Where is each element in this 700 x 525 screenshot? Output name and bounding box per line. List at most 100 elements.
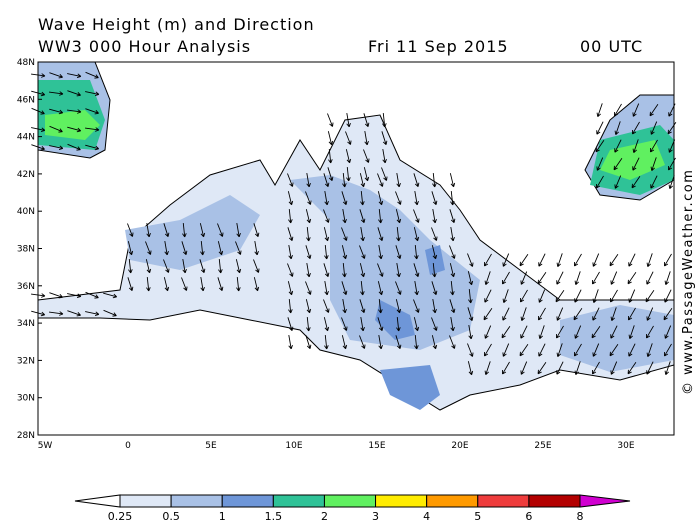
colorbar-label: 0.5 [162,510,180,523]
arrow [359,299,366,314]
colorbar-segment [323,494,377,508]
arrow [632,121,640,135]
arrow [646,361,654,375]
arrow [432,299,437,314]
arrow [236,276,241,292]
arrow [538,289,546,303]
arrow [484,289,492,303]
arrow [484,343,492,357]
arrow [556,271,564,285]
arrow [396,173,401,188]
arrow [378,335,383,350]
arrow [378,298,383,314]
arrow [360,227,365,242]
arrow [254,241,259,256]
arrow [592,271,600,285]
arrow [346,166,351,182]
arrow [650,121,658,135]
colorbar-label: 8 [577,510,584,523]
arrow [664,271,671,285]
sea-peak [425,245,445,275]
arrow [667,121,677,135]
arrow [235,259,242,274]
arrow [538,343,546,357]
arrow [395,191,402,205]
lat-label: 48N [17,58,35,68]
arrow [163,277,170,292]
arrow [609,343,619,357]
arrow [67,109,82,114]
arrow [646,253,653,267]
arrow [538,253,546,267]
arrow [200,240,205,256]
arrow [85,291,99,299]
colorbar-segment [272,494,325,508]
arrow [628,343,636,357]
lat-label: 46N [17,95,35,105]
arrow [341,317,348,331]
arrow [628,289,636,303]
arrow [323,227,330,242]
arrow [199,223,206,238]
arrow [556,307,564,321]
colorbar-label: 0.25 [108,510,133,523]
arrow [413,209,420,223]
arrow [253,223,260,238]
arrow [146,223,151,238]
arrow [288,335,293,350]
arrow [396,226,401,242]
arrow [67,293,82,299]
arrow [664,253,672,267]
arrow [31,107,45,115]
arrow [235,241,242,255]
arrow [287,263,294,277]
arrow [467,361,474,376]
arrow [31,73,46,78]
arrow [287,281,294,296]
arrow [103,292,118,299]
arrow [377,317,384,332]
arrow [645,289,655,303]
arrow [432,262,437,278]
arrow [467,253,474,267]
arrow [414,281,419,296]
colorbar-label: 1.5 [265,510,283,523]
arrow [346,113,351,128]
arrow [236,223,241,238]
arrow [650,157,657,171]
arrow [664,343,672,357]
arrow [163,259,170,273]
arrow [431,317,438,331]
arrow [467,343,474,357]
arrow [519,253,529,267]
arrow [49,72,63,79]
arrow [537,361,547,375]
arrow [628,253,636,267]
arrow [556,253,563,267]
arrow [502,289,509,303]
arrow [413,173,420,188]
arrow [382,112,387,128]
arrow [413,263,420,278]
arrow [468,325,473,340]
colorbar-segment [170,494,223,508]
arrow [668,175,675,189]
arrow [610,271,618,285]
colorbar-label: 2 [321,510,328,523]
arrow [323,209,330,223]
arrow [449,335,456,349]
arrow [49,145,64,151]
arrow [502,271,510,285]
arrow [341,281,348,296]
lat-label: 44N [17,133,35,143]
arrow [614,139,622,153]
arrow [632,157,640,171]
arrow [323,263,330,278]
arrow [200,277,205,292]
lat-label: 30N [17,394,35,404]
lat-label: 34N [17,319,35,329]
arrow [49,292,63,299]
arrow [520,325,528,339]
arrow [288,208,293,224]
arrow [395,245,402,260]
